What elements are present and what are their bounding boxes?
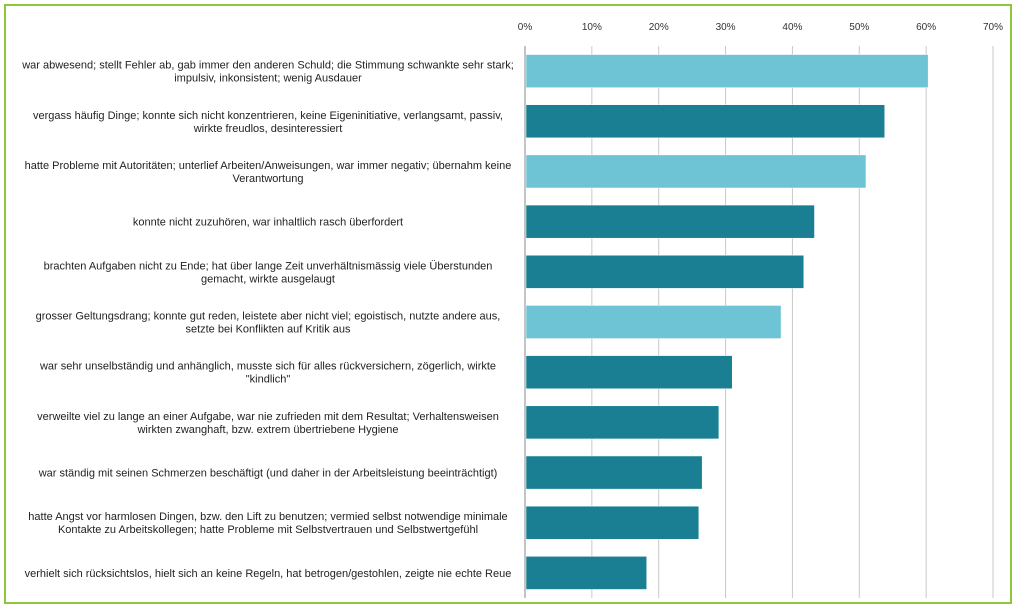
category-label: verhielt sich rücksichtslos, hielt sich … bbox=[25, 568, 512, 580]
bar bbox=[525, 204, 815, 239]
category-label: konnte nicht zuzuhören, war inhaltlich r… bbox=[133, 217, 403, 229]
chart-frame: 0% 10% 20% 30% 40% 50% 60% 70% war abwesend; ste… bbox=[4, 4, 1012, 604]
x-tick-label: 40% bbox=[782, 22, 802, 33]
x-tick-label: 10% bbox=[582, 22, 602, 33]
category-label: hatte Probleme mit Autoritäten; unterlie… bbox=[25, 160, 512, 185]
bar-chart: 0% 10% 20% 30% 40% 50% 60% 70% war abwesend; ste… bbox=[21, 22, 1003, 598]
category-label: brachten Aufgaben nicht zu Ende; hat übe… bbox=[44, 260, 493, 285]
category-label: grosser Geltungsdrang; konnte gut reden,… bbox=[36, 311, 501, 336]
bar bbox=[525, 556, 647, 590]
category-label: war abwesend; stellt Fehler ab, gab imme… bbox=[21, 60, 514, 85]
bar bbox=[525, 455, 703, 490]
x-tick-label: 20% bbox=[649, 22, 669, 33]
category-label: war sehr unselbständig und anhänglich, m… bbox=[39, 361, 496, 386]
bar bbox=[525, 355, 733, 389]
x-tick-label: 30% bbox=[716, 22, 736, 33]
x-tick-label: 70% bbox=[983, 22, 1003, 33]
bar bbox=[525, 154, 867, 189]
category-label: war ständig mit seinen Schmerzen beschäf… bbox=[38, 468, 498, 480]
bar bbox=[525, 505, 700, 540]
x-tick-label: 60% bbox=[916, 22, 936, 33]
category-label: hatte Angst vor harmlosen Dingen, bzw. d… bbox=[28, 511, 507, 536]
bar bbox=[525, 305, 782, 339]
x-tick-label: 0% bbox=[518, 22, 533, 33]
bar bbox=[525, 54, 929, 88]
category-label: vergass häufig Dinge; konnte sich nicht … bbox=[33, 110, 503, 135]
x-tick-label: 50% bbox=[849, 22, 869, 33]
category-label: verweilte viel zu lange an einer Aufgabe… bbox=[37, 411, 499, 436]
bar bbox=[525, 255, 805, 289]
bar bbox=[525, 104, 885, 139]
bar bbox=[525, 405, 720, 440]
